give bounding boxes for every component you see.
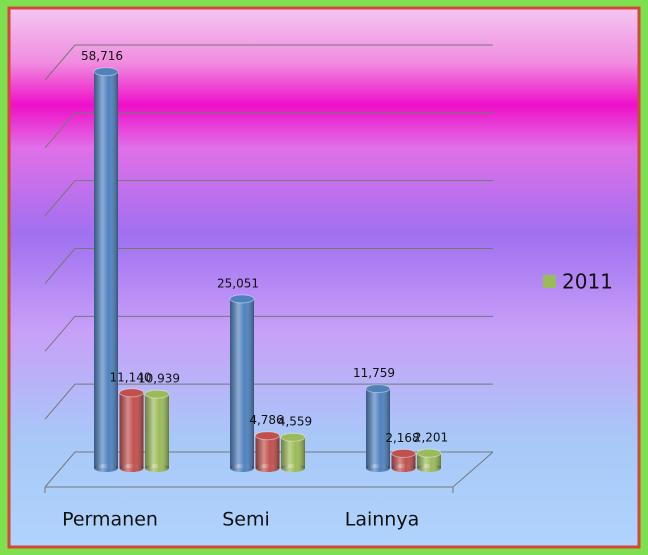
bar-top [255,431,280,441]
bar-bottom-shade [119,464,144,472]
bar-bottom-shade [417,464,441,472]
bar-shade [255,435,280,468]
data-label: 58,716 [81,49,123,63]
legend-label: 2011 [562,270,613,294]
bar-shade [119,392,144,468]
grid-line [44,180,493,216]
data-label: 2,168 [385,431,419,445]
bar-bottom-shade [145,464,169,472]
bar-top [119,388,144,398]
data-label: 2,201 [414,431,448,445]
grid-line [44,383,493,420]
data-label: 11,759 [353,366,395,380]
x-tick-label: Permanen [62,509,158,531]
bar-shade [281,437,305,468]
bar-bottom-shade [391,464,416,472]
legend-swatch [543,275,556,288]
bar-top [365,384,391,394]
floor-ticks [44,487,454,493]
bar-top [93,67,119,77]
grid [44,44,493,488]
grid-line [44,112,493,149]
data-label: 4,559 [278,415,312,429]
bar-top [144,389,170,399]
grid-line [44,315,493,352]
bar-bottom-shade [281,464,305,472]
bar-top [416,448,442,458]
bar-top [280,432,306,442]
x-tick-label: Semi [222,509,270,531]
bar-shade [391,453,416,468]
bar-top [391,448,416,458]
bar-bottom-shade [366,464,390,472]
bar-shade [145,394,169,468]
bar-bottom-shade [94,464,118,472]
bar-shade [417,453,441,468]
bar-top [229,294,255,304]
bar-shade [366,388,390,468]
bar-bottom-shade [230,464,254,472]
bar-shade [230,298,254,468]
bars [93,67,442,472]
grid-line [44,44,493,81]
bar-bottom-shade [255,464,280,472]
bar-shade [94,71,118,469]
data-label: 11,140 [110,370,152,384]
data-label: 4,786 [249,413,283,427]
data-label: 10,939 [138,372,180,386]
data-label: 25,051 [217,276,259,290]
grid-line [44,248,493,284]
x-tick-label: Lainnya [345,509,419,531]
grid-line [44,451,493,488]
